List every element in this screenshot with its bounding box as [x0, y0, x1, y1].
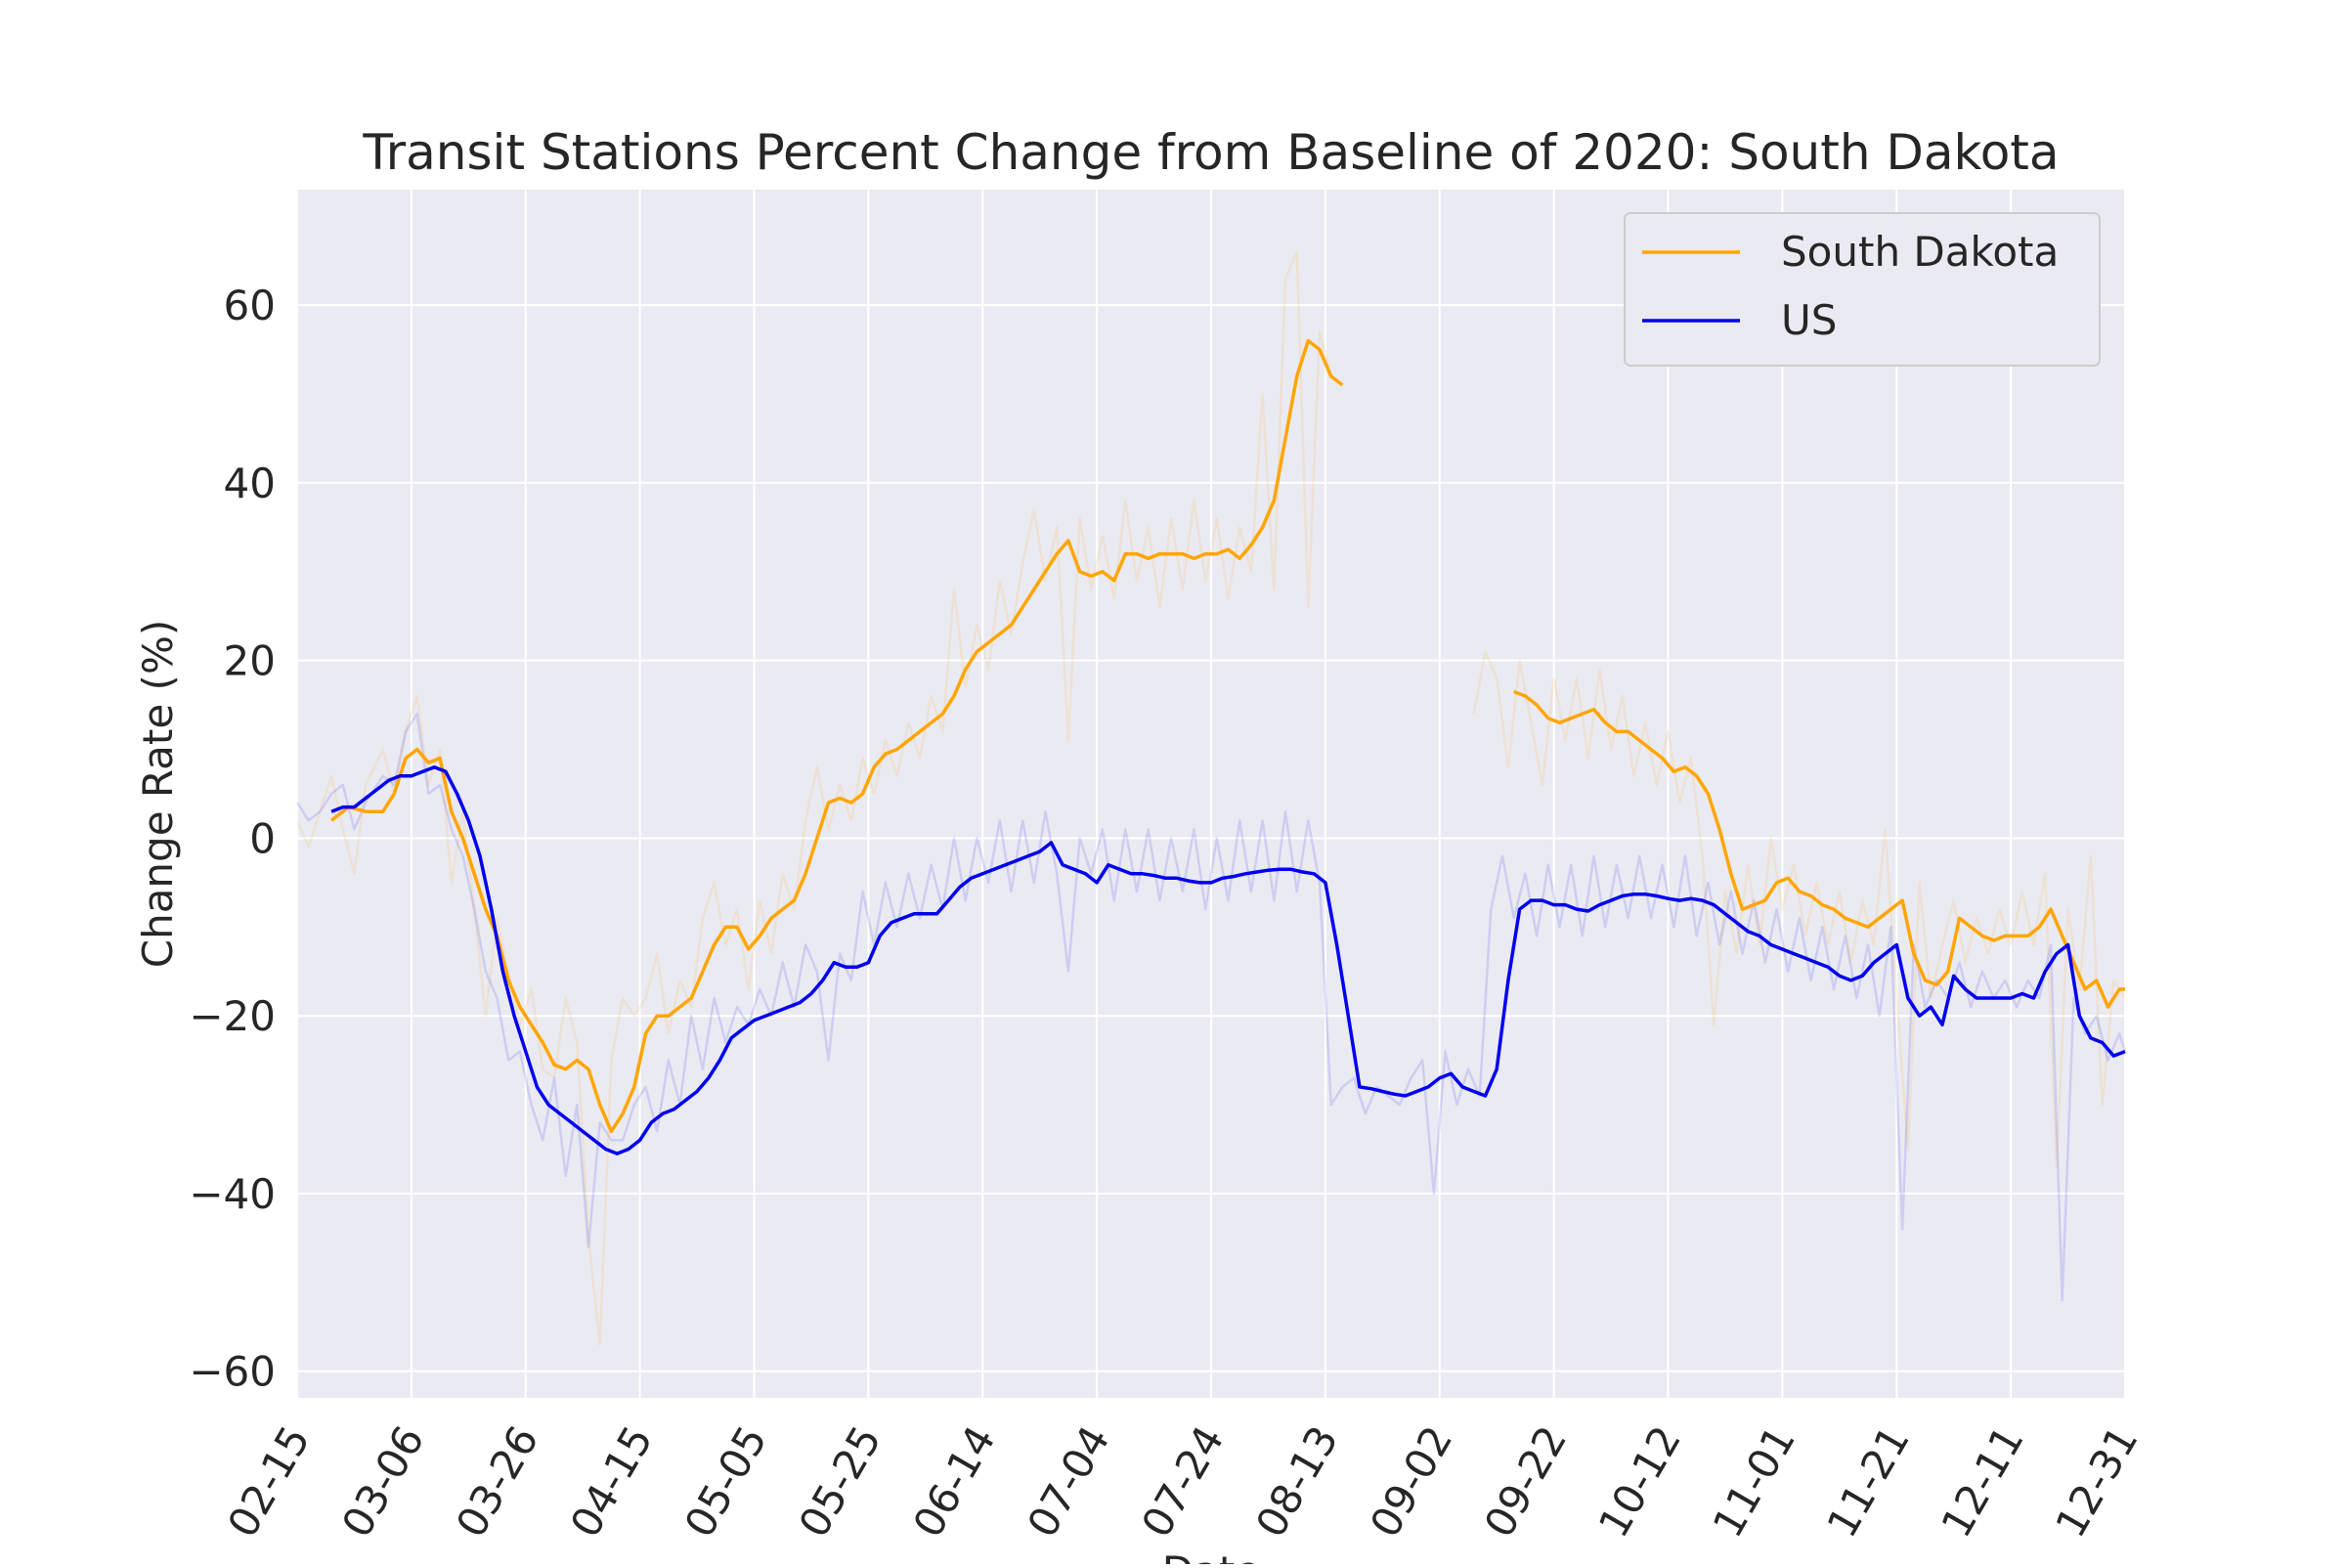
grid: [296, 190, 2126, 1398]
x-tick-label: 03-06: [332, 1418, 433, 1546]
x-tick-label: 08-13: [1246, 1418, 1347, 1546]
y-tick-label: 40: [224, 459, 276, 507]
legend: South Dakota US: [1624, 212, 2101, 367]
legend-label-south-dakota: South Dakota: [1781, 228, 2059, 276]
series-line-south-dakota: [1513, 689, 2125, 1009]
x-tick-label: 05-05: [675, 1418, 776, 1546]
y-tick-label: −60: [189, 1348, 276, 1396]
x-tick-label: 02-15: [218, 1418, 319, 1546]
y-tick-label: 0: [249, 814, 276, 862]
series-line-south-dakota: [330, 338, 1344, 1134]
chart-title: Transit Stations Percent Change from Bas…: [362, 124, 2059, 181]
x-tick-label: 07-04: [1018, 1418, 1118, 1546]
legend-box: [1624, 212, 2101, 367]
y-axis-label: Change Rate (%): [134, 620, 182, 969]
raw-line-us: [295, 712, 2127, 1302]
y-tick-label: 20: [224, 637, 276, 685]
x-tick-label: 06-14: [903, 1418, 1004, 1546]
raw-series: [295, 250, 2127, 1346]
raw-line-south-dakota: [1472, 650, 2127, 1168]
x-tick-label: 11-01: [1704, 1418, 1804, 1546]
y-tick-label: −40: [189, 1170, 276, 1218]
x-tick-label: 04-15: [561, 1418, 662, 1546]
x-tick-label: 12-11: [1932, 1418, 2032, 1546]
x-tick-label: 05-25: [790, 1418, 891, 1546]
smoothed-series: [330, 338, 2126, 1155]
x-tick-label: 11-21: [1817, 1418, 1918, 1546]
y-tick-label: 60: [224, 282, 276, 329]
x-tick-label: 07-24: [1132, 1418, 1233, 1546]
raw-line-south-dakota: [295, 250, 1332, 1346]
x-tick-label: 03-26: [447, 1418, 547, 1546]
x-tick-label: 09-02: [1361, 1418, 1461, 1546]
legend-label-us: US: [1781, 296, 1837, 344]
x-tick-label: 12-31: [2046, 1418, 2147, 1546]
series-line-us: [330, 764, 2126, 1155]
x-tick-label: 10-12: [1589, 1418, 1690, 1546]
x-axis-label: Date: [1162, 1547, 1260, 1564]
x-tick-label: 09-22: [1475, 1418, 1576, 1546]
y-tick-label: −20: [189, 992, 276, 1040]
